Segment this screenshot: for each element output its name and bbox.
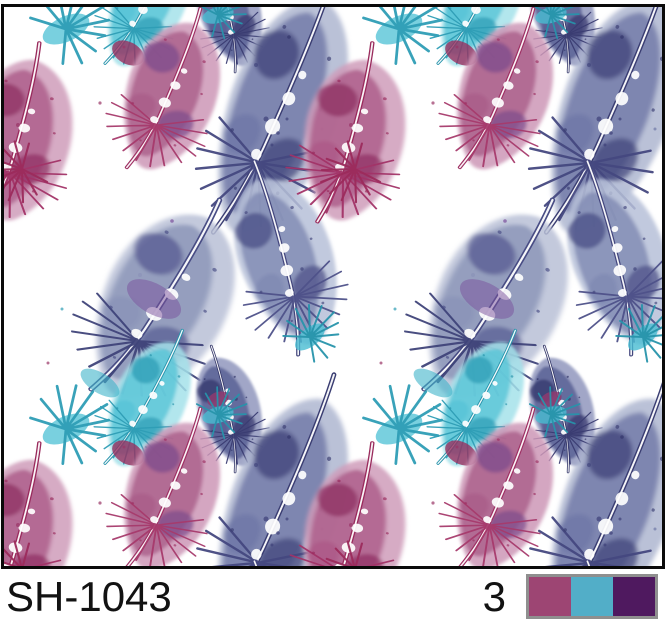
palette-swatch-mauve bbox=[529, 577, 571, 616]
colorway-count: 3 bbox=[482, 572, 506, 620]
palette-swatch-dark-purple bbox=[613, 577, 655, 616]
watercolor-feather-pattern bbox=[4, 7, 662, 566]
palette-swatch-turquoise bbox=[571, 577, 613, 616]
color-palette bbox=[526, 574, 658, 619]
colorway-group: 3 bbox=[483, 574, 658, 619]
pattern-frame bbox=[1, 4, 665, 569]
caption-bar: SH-1043 3 bbox=[0, 569, 666, 624]
product-code-label: SH-1043 bbox=[6, 572, 172, 620]
